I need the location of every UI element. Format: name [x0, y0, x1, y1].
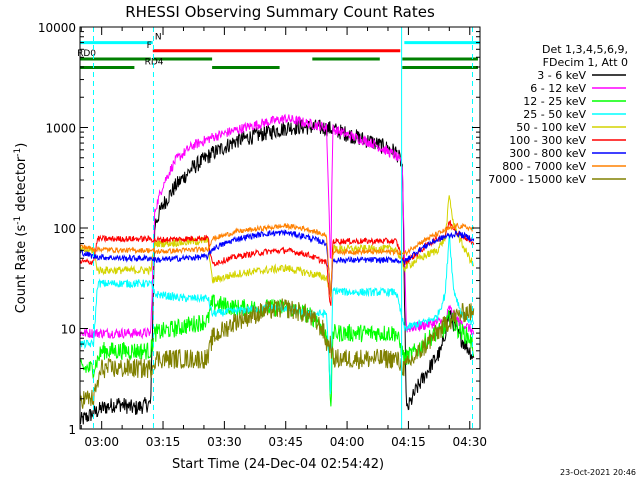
- x-tick-label-3: 03:30: [207, 435, 242, 449]
- x-tick-label-7: 04:30: [452, 435, 487, 449]
- y-tick-label-1: 1: [68, 423, 76, 437]
- flag-label-f: F: [147, 41, 152, 51]
- series-3-6-kev: [80, 119, 475, 425]
- legend-label-6-12-kev: 6 - 12 keV: [530, 82, 586, 95]
- y-axis-title-exp2: -1: [13, 148, 23, 157]
- y-axis-title-end: ): [14, 143, 29, 148]
- series-layer: [80, 113, 475, 425]
- generation-timestamp: 23-Oct-2021 20:46: [560, 468, 636, 477]
- legend-label-12-25-kev: 12 - 25 keV: [523, 95, 586, 108]
- series-50-100-kev: [80, 195, 475, 297]
- legend-label-3-6-kev: 3 - 6 keV: [537, 69, 586, 82]
- y-axis-title-main: Count Rate (s: [14, 225, 29, 314]
- instrument-flags: NF RD0 RD4: [77, 33, 480, 70]
- axis-ticks: 03:00 03:15 03:30 03:45 04:00 04:15 04:30 1 10 10…: [38, 21, 487, 449]
- legend-header-line-1: Det 1,3,4,5,6,9,: [542, 43, 628, 56]
- legend: Det 1,3,4,5,6,9, FDecim 1, Att 0 3 - 6 k…: [488, 43, 628, 186]
- y-tick-label-5: 10000: [38, 21, 76, 35]
- series-7000-15000-kev: [80, 298, 475, 409]
- flag-label-n: N: [155, 33, 162, 43]
- x-tick-label-5: 04:00: [330, 435, 365, 449]
- x-tick-label-1: 03:00: [84, 435, 119, 449]
- legend-label-100-300-kev: 100 - 300 keV: [509, 134, 586, 147]
- y-tick-label-2: 10: [61, 323, 76, 337]
- chart-title: RHESSI Observing Summary Count Rates: [125, 3, 435, 21]
- flag-label-rd4: RD4: [145, 58, 164, 68]
- y-axis-title-exp1: -1: [13, 216, 23, 225]
- y-tick-label-3: 100: [53, 222, 76, 236]
- series-6-12-kev: [80, 113, 475, 340]
- y-axis-title-mid: detector: [14, 156, 29, 216]
- series-300-800-kev: [80, 229, 475, 296]
- legend-header-line-2: FDecim 1, Att 0: [543, 56, 628, 69]
- legend-label-50-100-kev: 50 - 100 keV: [516, 121, 586, 134]
- y-axis-title: Count Rate (s-1 detector-1): [13, 143, 29, 314]
- legend-label-25-50-kev: 25 - 50 keV: [523, 108, 586, 121]
- x-tick-label-4: 03:45: [268, 435, 303, 449]
- x-tick-label-2: 03:15: [146, 435, 181, 449]
- series-800-7000-kev: [80, 222, 475, 298]
- flag-label-rd0: RD0: [77, 49, 96, 59]
- legend-label-800-7000-kev: 800 - 7000 keV: [502, 160, 586, 173]
- legend-label-300-800-kev: 300 - 800 keV: [509, 147, 586, 160]
- series-12-25-kev: [80, 294, 475, 407]
- x-tick-label-6: 04:15: [391, 435, 426, 449]
- legend-label-7000-15000-kev: 7000 - 15000 keV: [488, 173, 586, 186]
- x-axis-title: Start Time (24-Dec-04 02:54:42): [172, 457, 384, 472]
- y-tick-label-4: 1000: [45, 122, 76, 136]
